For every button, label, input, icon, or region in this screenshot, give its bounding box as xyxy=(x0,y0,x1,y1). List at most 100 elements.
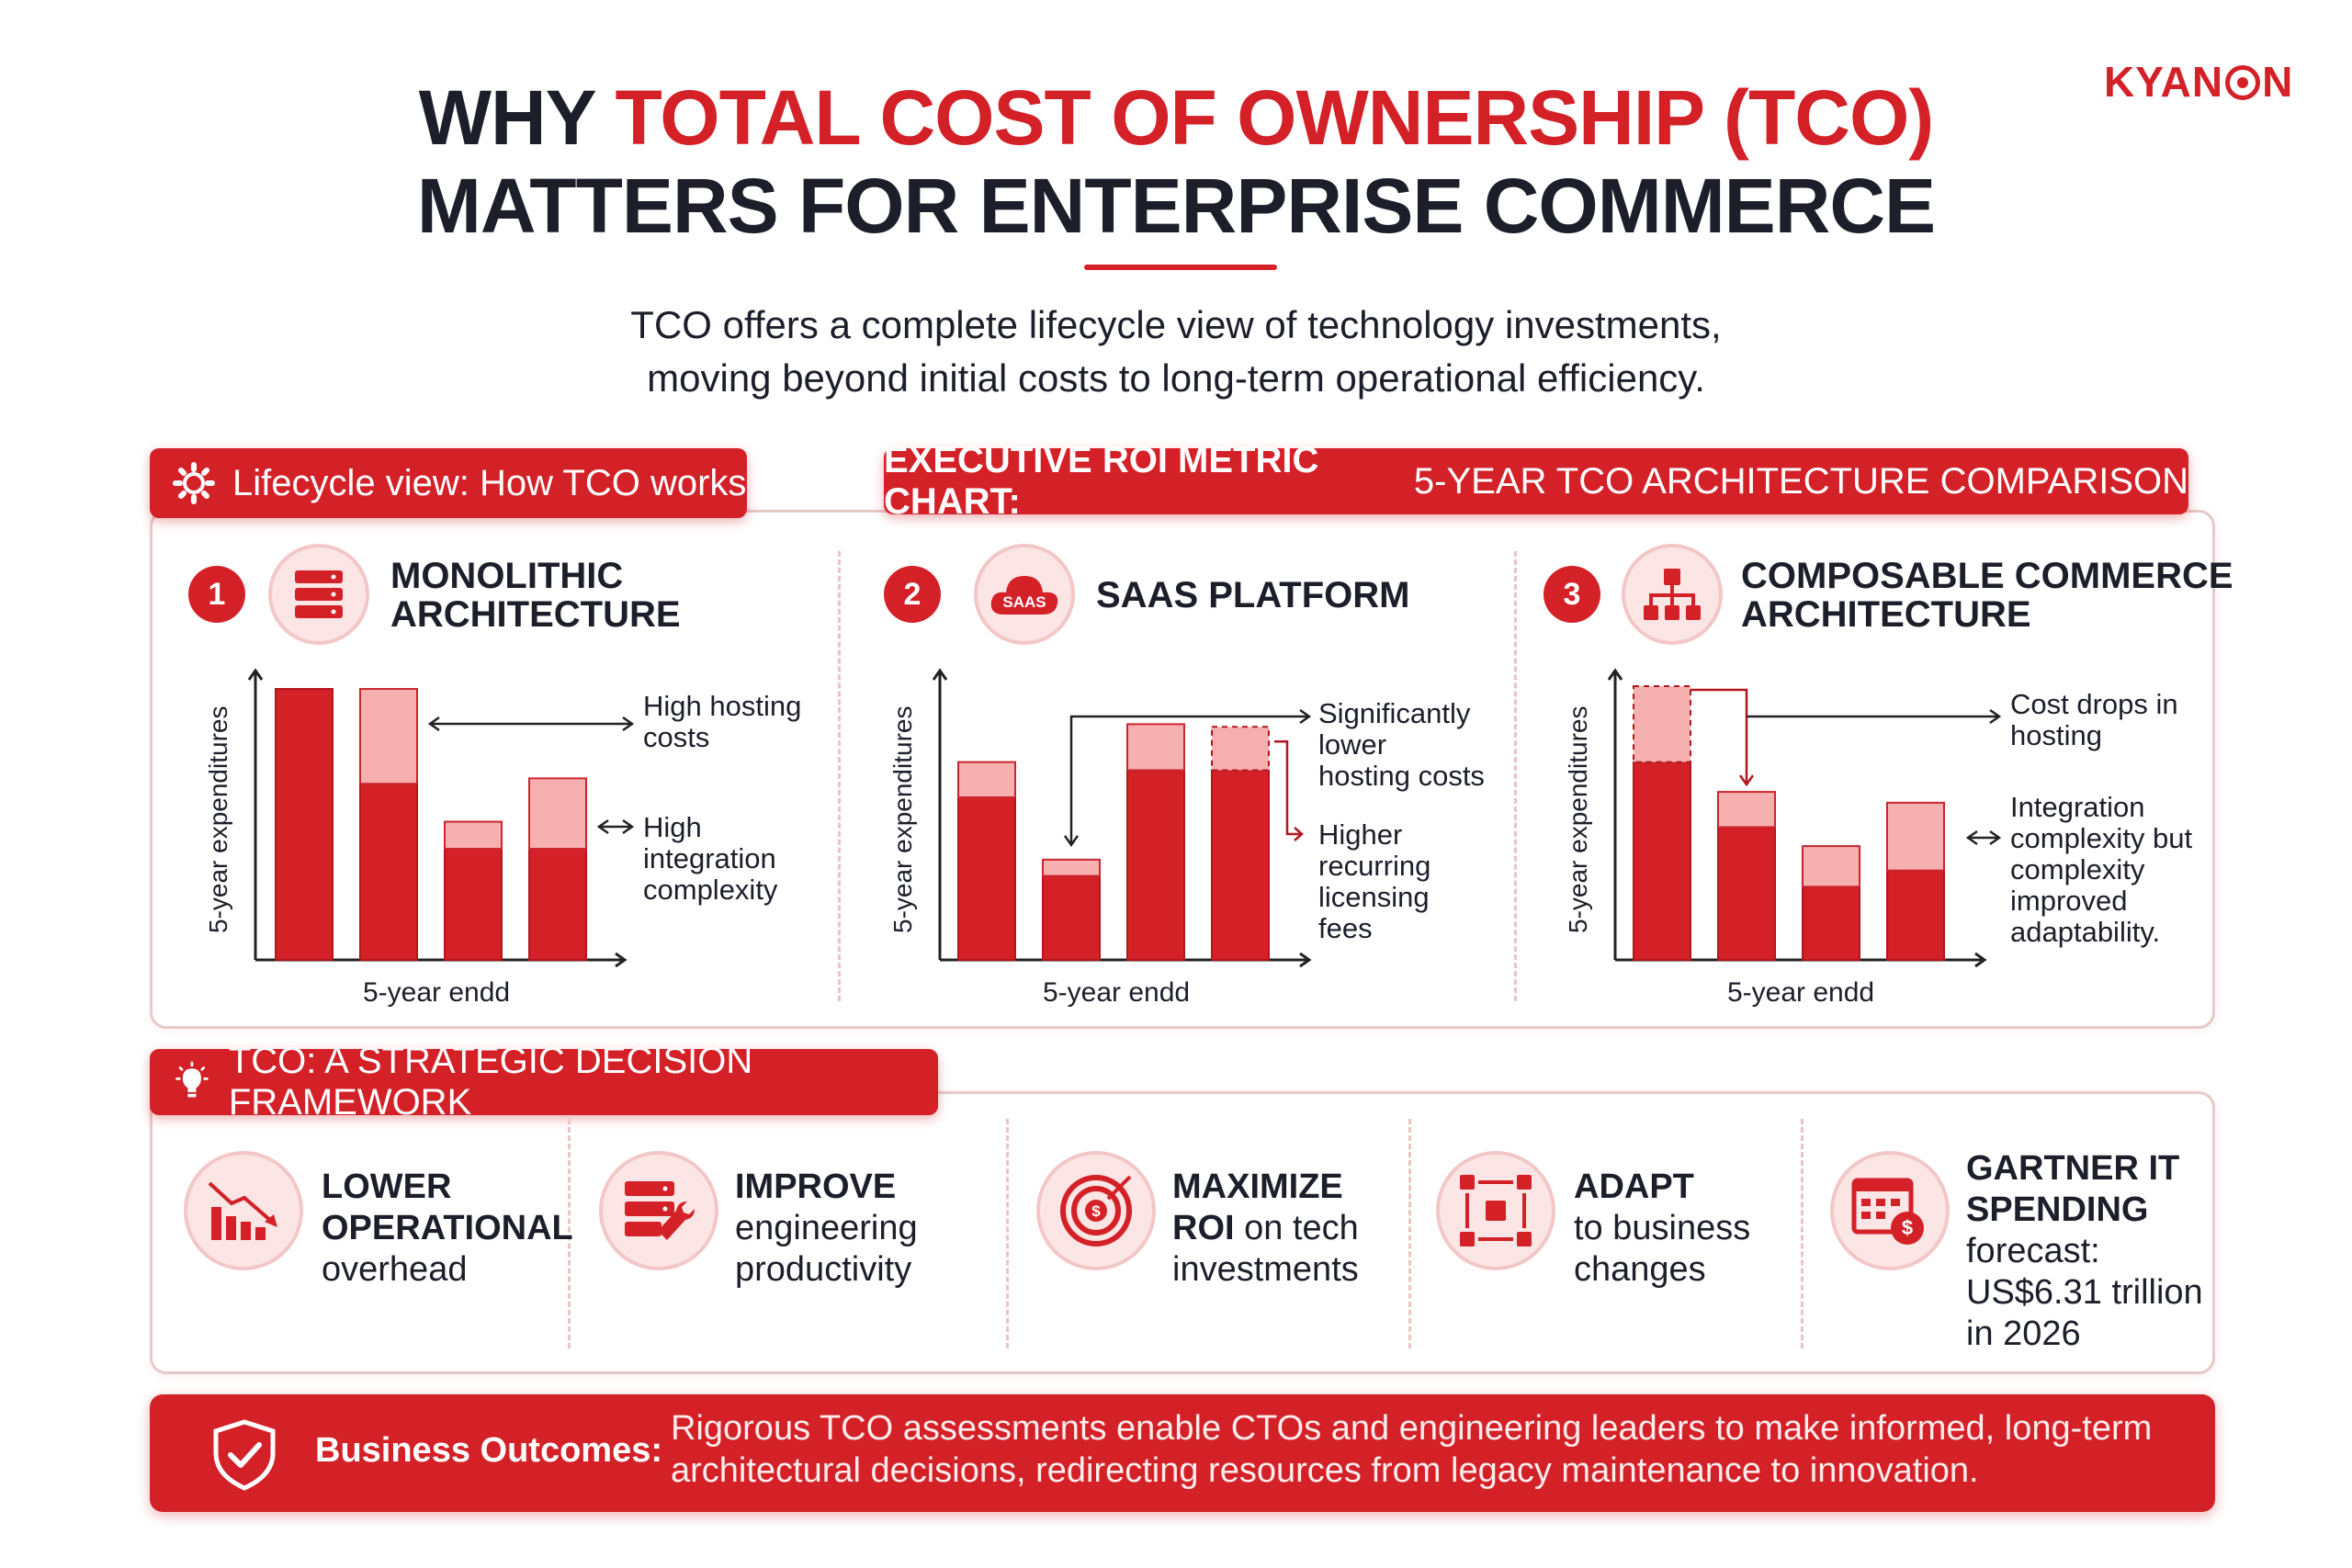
bar-base xyxy=(1886,869,1945,961)
outcome-text: Rigorous TCO assessments enable CTOs and… xyxy=(671,1409,2153,1490)
lightbulb-icon xyxy=(175,1061,209,1098)
target-dollar-icon: $ xyxy=(1036,1151,1156,1270)
svg-text:$: $ xyxy=(1091,1202,1101,1220)
saas-tco-chart: 5-year expenditures 5-year endd Signific… xyxy=(877,661,1511,1010)
annotation-integration: High integration complexity xyxy=(643,811,778,906)
bar-base xyxy=(275,688,334,961)
adapt-arrows-icon xyxy=(1436,1151,1555,1270)
bar-top-segment xyxy=(444,820,503,851)
bar-top-segment xyxy=(1886,801,1945,872)
step-number: 2 xyxy=(884,566,941,623)
bar-top-segment xyxy=(1042,858,1101,877)
declining-chart-icon xyxy=(184,1151,303,1270)
annotation-hosting-costs: High hosting costs xyxy=(643,690,802,753)
roi-tab-bold: EXECUTIVE ROI METRIC CHART: xyxy=(884,440,1319,522)
arrow-head xyxy=(1063,835,1080,848)
saas-cloud-icon: SAAS xyxy=(974,544,1075,645)
chart-svg xyxy=(932,668,1312,968)
x-axis-arrow xyxy=(1974,952,1987,968)
server-icon xyxy=(268,544,369,645)
hierarchy-icon xyxy=(1622,544,1723,645)
annotation-adaptability: Integration complexity but complexity impro… xyxy=(2010,791,2193,948)
arrow-head xyxy=(622,818,635,835)
kyanon-logo[interactable]: KYAN N xyxy=(2104,57,2293,107)
outcome-label: Business Outcomes: xyxy=(315,1431,662,1470)
panel-divider xyxy=(838,551,841,1001)
page-title-highlight: TOTAL COST OF OWNERSHIP (TCO) xyxy=(615,74,1935,161)
x-axis-label: 5-year endd xyxy=(1727,977,1875,1008)
y-axis-label: 5-year expenditures xyxy=(204,705,232,933)
x-axis-arrow xyxy=(615,952,628,968)
bar-top-segment xyxy=(1633,685,1691,763)
arrow-head xyxy=(1989,708,2002,725)
chart-svg xyxy=(1607,668,2002,968)
annotation-arrow xyxy=(1274,740,1302,836)
logo-text: KYAN xyxy=(2104,58,2224,106)
framework-tab-label: TCO: A STRATEGIC DECISION FRAMEWORK xyxy=(228,1041,753,1122)
bar-base xyxy=(1633,761,1691,962)
y-axis-label: 5-year expenditures xyxy=(888,705,917,933)
annotation-lower-hosting: Significantly lower hosting costs xyxy=(1318,697,1485,792)
bar-top-segment xyxy=(528,777,587,851)
annotation-arrow xyxy=(1069,715,1309,845)
bar-base xyxy=(444,848,503,961)
business-outcomes-banner: Business Outcomes: Rigorous TCO assessme… xyxy=(150,1394,2215,1512)
bar-top-segment xyxy=(1211,726,1270,772)
panel-divider xyxy=(1514,551,1517,1001)
gear-icon xyxy=(173,462,215,504)
annotation-cost-drops: Cost drops in hosting xyxy=(2010,688,2178,751)
x-axis-arrow xyxy=(1299,952,1312,968)
framework-item-improve-productivity: IMPROVE engineering productivity xyxy=(735,1168,918,1289)
bar-base xyxy=(1717,826,1776,961)
bar-base xyxy=(1802,886,1860,962)
arrow-head xyxy=(596,818,609,835)
framework-tab: TCO: A STRATEGIC DECISION FRAMEWORK xyxy=(150,1041,938,1122)
annotation-licensing-fees: Higher recurring licensing fees xyxy=(1318,818,1431,944)
step-title: COMPOSABLE COMMERCE ARCHITECTURE xyxy=(1741,556,2233,635)
step-title: MONOLITHIC ARCHITECTURE xyxy=(390,556,681,635)
framework-divider xyxy=(1801,1119,1804,1348)
logo-target-icon xyxy=(2225,65,2261,100)
chart-svg xyxy=(247,668,635,968)
bar-base xyxy=(1042,874,1101,961)
roi-tab-rest: 5-YEAR TCO ARCHITECTURE COMPARISON xyxy=(1403,460,2188,502)
framework-item-lower-overhead: LOWER OPERATIONAL overhead xyxy=(322,1168,573,1289)
subtitle-line1: TCO offers a complete lifecycle view of … xyxy=(630,303,1722,346)
svg-text:$: $ xyxy=(1902,1216,1913,1239)
annotation-arrow xyxy=(1690,688,1748,785)
x-axis-label: 5-year endd xyxy=(363,977,511,1008)
y-axis-label: 5-year expenditures xyxy=(1564,705,1592,933)
bar-base xyxy=(528,848,587,961)
y-axis-arrow xyxy=(1607,668,1623,681)
arrow-head xyxy=(427,716,440,732)
server-wrench-icon xyxy=(599,1151,718,1270)
bar-top-segment xyxy=(1126,723,1185,772)
arrow-head xyxy=(1299,708,1312,725)
framework-item-adapt: ADAPT to business changes xyxy=(1574,1168,1751,1289)
roi-chart-tab: EXECUTIVE ROI METRIC CHART: 5-YEAR TCO A… xyxy=(884,440,2188,522)
bar-base xyxy=(1126,769,1185,961)
bar-top-segment xyxy=(1717,791,1776,829)
lifecycle-tab: Lifecycle view: How TCO works xyxy=(150,448,747,518)
arrow-head xyxy=(1294,827,1304,841)
bar-top-segment xyxy=(957,761,1016,798)
saas-icon-label: SAAS xyxy=(1002,593,1046,611)
framework-item-gartner-spending: GARTNER IT SPENDING forecast: US$6.31 trill… xyxy=(1966,1149,2203,1353)
logo-text-end: N xyxy=(2262,58,2294,106)
bar-base xyxy=(957,796,1016,961)
subtitle-line2: moving beyond initial costs to long-term… xyxy=(647,356,1705,400)
arrow-head xyxy=(1738,774,1755,787)
calendar-dollar-icon: $ xyxy=(1830,1151,1950,1270)
page-title-line2: MATTERS FOR ENTERPRISE COMMERCE xyxy=(416,163,1936,249)
x-axis-label: 5-year endd xyxy=(1043,977,1191,1008)
step-number: 1 xyxy=(188,566,245,623)
page-title-line1: WHY TOTAL COST OF OWNERSHIP (TCO) xyxy=(418,74,1935,161)
step-title: SAAS PLATFORM xyxy=(1096,575,1410,615)
shield-check-icon xyxy=(213,1419,276,1491)
title-divider xyxy=(1084,265,1277,270)
arrow-head xyxy=(1989,829,2002,846)
framework-item-maximize-roi: MAXIMIZE ROI on tech investments xyxy=(1172,1168,1359,1289)
framework-divider xyxy=(1408,1119,1411,1348)
arrow-head xyxy=(1965,829,1978,846)
bar-top-segment xyxy=(1802,845,1860,888)
